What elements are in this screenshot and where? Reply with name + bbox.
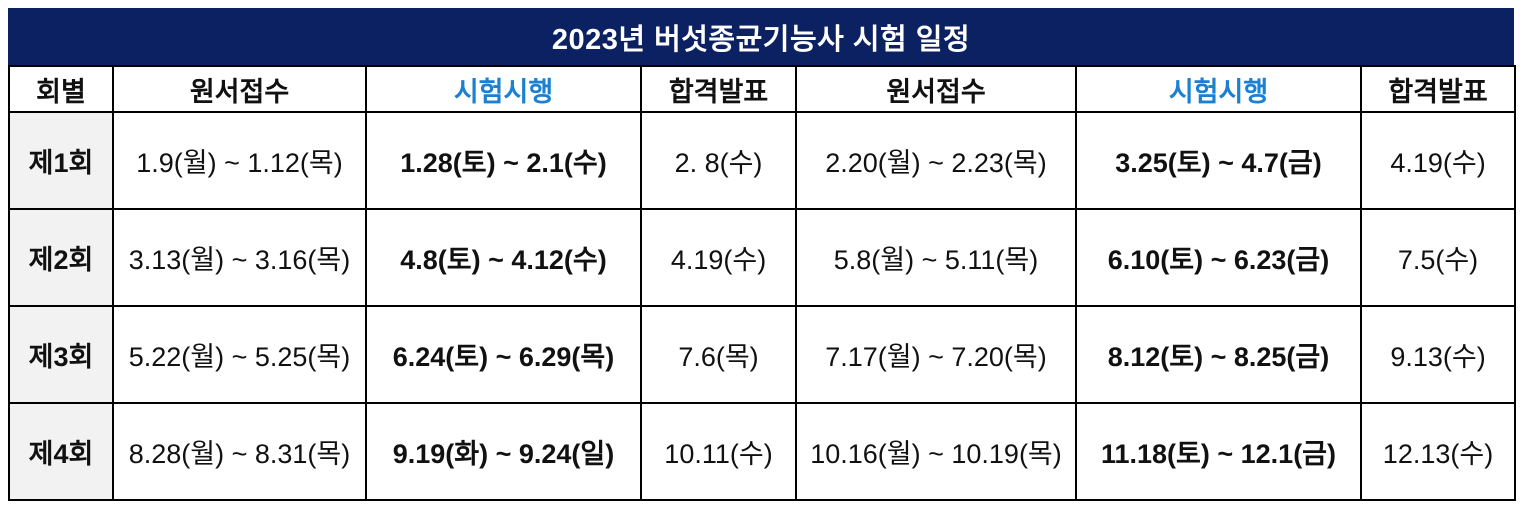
cell-exam-date: 3.25(토) ~ 4.7(금): [1075, 111, 1362, 210]
row-label-session-2: 제2회: [8, 208, 114, 307]
header-application-2: 원서접수: [795, 65, 1077, 113]
cell-exam-date: 9.19(화) ~ 9.24(일): [365, 402, 642, 501]
exam-schedule-table: 회별 원서접수 시험시행 합격발표 원서접수 시험시행 합격발표 제1회 1.9…: [8, 65, 1516, 501]
cell-pass-announcement: 2. 8(수): [640, 111, 797, 210]
row-label-session-1: 제1회: [8, 111, 114, 210]
header-row: 회별 원서접수 시험시행 합격발표 원서접수 시험시행 합격발표: [8, 65, 1516, 113]
cell-exam-date: 8.12(토) ~ 8.25(금): [1075, 305, 1362, 404]
cell-exam-date: 4.8(토) ~ 4.12(수): [365, 208, 642, 307]
header-exam-date-2: 시험시행: [1075, 65, 1362, 113]
cell-application-period: 1.9(월) ~ 1.12(목): [112, 111, 367, 210]
cell-application-period: 10.16(월) ~ 10.19(목): [795, 402, 1077, 501]
cell-application-period: 2.20(월) ~ 2.23(목): [795, 111, 1077, 210]
cell-pass-announcement: 7.5(수): [1360, 208, 1516, 307]
cell-exam-date: 11.18(토) ~ 12.1(금): [1075, 402, 1362, 501]
cell-pass-announcement: 10.11(수): [640, 402, 797, 501]
row-label-session-4: 제4회: [8, 402, 114, 501]
table-row: 제3회 5.22(월) ~ 5.25(목) 6.24(토) ~ 6.29(목) …: [8, 305, 1516, 404]
table-row: 제2회 3.13(월) ~ 3.16(목) 4.8(토) ~ 4.12(수) 4…: [8, 208, 1516, 307]
cell-exam-date: 6.10(토) ~ 6.23(금): [1075, 208, 1362, 307]
header-pass-announcement-2: 합격발표: [1360, 65, 1516, 113]
cell-pass-announcement: 9.13(수): [1360, 305, 1516, 404]
cell-pass-announcement: 4.19(수): [640, 208, 797, 307]
cell-pass-announcement: 7.6(목): [640, 305, 797, 404]
header-exam-date-1: 시험시행: [365, 65, 642, 113]
row-label-session-3: 제3회: [8, 305, 114, 404]
cell-exam-date: 1.28(토) ~ 2.1(수): [365, 111, 642, 210]
cell-application-period: 8.28(월) ~ 8.31(목): [112, 402, 367, 501]
cell-pass-announcement: 4.19(수): [1360, 111, 1516, 210]
header-application-1: 원서접수: [112, 65, 367, 113]
cell-application-period: 7.17(월) ~ 7.20(목): [795, 305, 1077, 404]
page-title: 2023년 버섯종균기능사 시험 일정: [8, 8, 1514, 65]
header-session: 회별: [8, 65, 114, 113]
table-row: 제1회 1.9(월) ~ 1.12(목) 1.28(토) ~ 2.1(수) 2.…: [8, 111, 1516, 210]
cell-application-period: 5.22(월) ~ 5.25(목): [112, 305, 367, 404]
cell-application-period: 3.13(월) ~ 3.16(목): [112, 208, 367, 307]
cell-exam-date: 6.24(토) ~ 6.29(목): [365, 305, 642, 404]
cell-application-period: 5.8(월) ~ 5.11(목): [795, 208, 1077, 307]
header-pass-announcement-1: 합격발표: [640, 65, 797, 113]
table-row: 제4회 8.28(월) ~ 8.31(목) 9.19(화) ~ 9.24(일) …: [8, 402, 1516, 501]
cell-pass-announcement: 12.13(수): [1360, 402, 1516, 501]
